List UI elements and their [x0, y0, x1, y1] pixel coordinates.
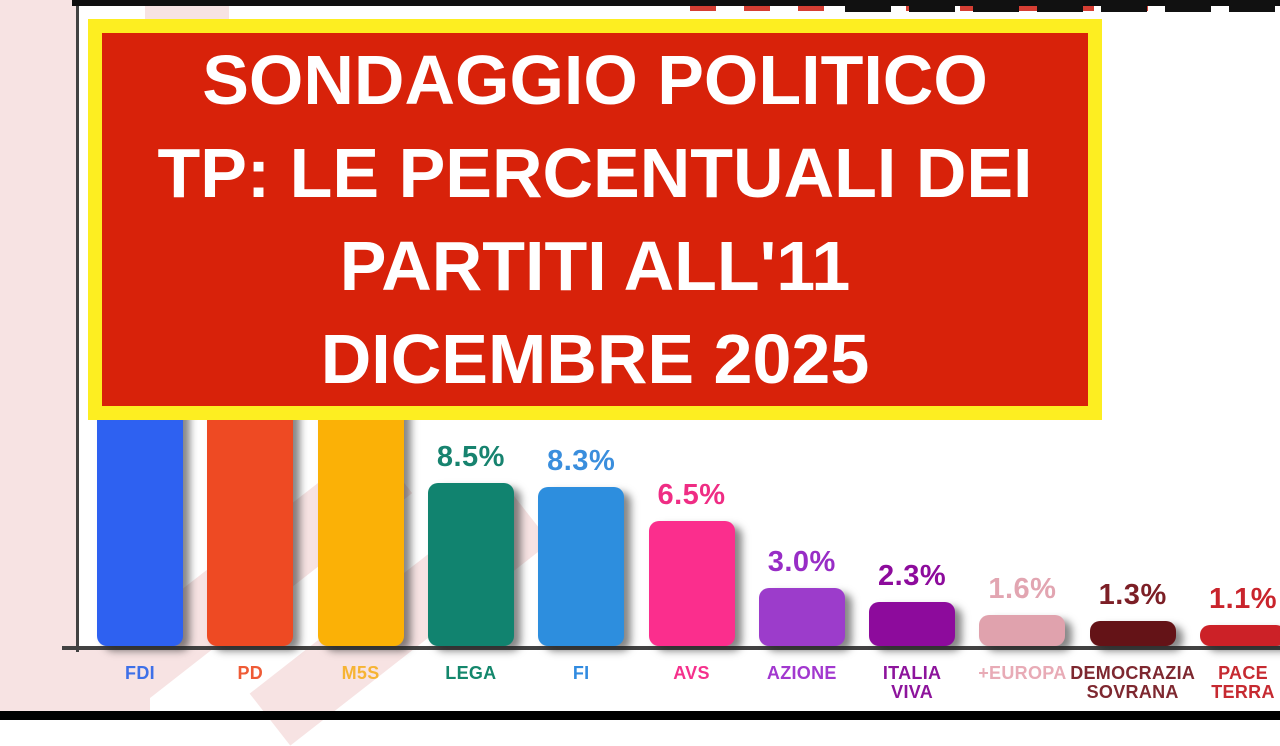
- y-axis-line: [76, 0, 79, 652]
- party-label: PD: [237, 663, 264, 683]
- value-label: 1.6%: [988, 573, 1057, 605]
- watermark-left-strip: [0, 0, 76, 720]
- x-axis-baseline: [62, 646, 1280, 650]
- banner-title-line: TP: LE PERCENTUALI DEI: [157, 133, 1033, 212]
- party-label: AVS: [673, 663, 710, 683]
- bar: [1089, 621, 1176, 646]
- value-label: 2.3%: [878, 560, 947, 592]
- value-label: 6.5%: [657, 479, 726, 511]
- bar-column-lega: 8.5%: [427, 441, 515, 646]
- party-label: FDI: [125, 663, 155, 683]
- banner-title-line: DICEMBRE 2025: [320, 319, 870, 398]
- cropped-text-fragments: [845, 0, 1280, 12]
- watermark-corner: [0, 648, 150, 712]
- value-label: 3.0%: [767, 546, 836, 578]
- bottom-letterbox-bar: [0, 711, 1280, 720]
- value-label: 1.1%: [1208, 583, 1278, 615]
- value-label: 8.5%: [436, 441, 505, 473]
- bar-column-avs: 6.5%: [648, 479, 736, 646]
- party-label: M5S: [341, 663, 380, 683]
- bar: [758, 588, 845, 646]
- value-label: 8.3%: [547, 445, 616, 477]
- title-banner: SONDAGGIO POLITICO TP: LE PERCENTUALI DE…: [88, 19, 1102, 420]
- party-label: PACE TERRA: [1211, 663, 1275, 702]
- top-edge-strip: [72, 0, 1280, 6]
- bar-column-italia-viva: 2.3%: [868, 560, 956, 646]
- bar: [869, 602, 956, 646]
- bar: [538, 487, 625, 646]
- party-label: AZIONE: [766, 663, 837, 683]
- value-label: 1.3%: [1098, 579, 1167, 611]
- bar: [648, 521, 735, 646]
- bar-column-democrazia-sovrana: 1.3%: [1089, 579, 1177, 646]
- title-banner-inner: SONDAGGIO POLITICO TP: LE PERCENTUALI DE…: [102, 33, 1088, 406]
- banner-title-line: PARTITI ALL'11: [339, 226, 851, 305]
- party-label: +EUROPA: [978, 663, 1067, 683]
- bar-column--europa: 1.6%: [978, 573, 1066, 646]
- watermark-top-rect: [145, 5, 229, 22]
- bar: [1200, 625, 1280, 646]
- bar-column-pace-terra: 1.1%: [1199, 583, 1280, 646]
- party-label: LEGA: [445, 663, 497, 683]
- bar-column-azione: 3.0%: [758, 546, 846, 646]
- party-label: FI: [572, 663, 590, 683]
- bar-column-fi: 8.3%: [537, 445, 625, 646]
- bar: [427, 483, 514, 646]
- banner-title-line: SONDAGGIO POLITICO: [202, 40, 988, 119]
- party-label: DEMOCRAZIA SOVRANA: [1070, 663, 1196, 702]
- party-label: ITALIA VIVA: [882, 663, 942, 702]
- bar: [979, 615, 1066, 646]
